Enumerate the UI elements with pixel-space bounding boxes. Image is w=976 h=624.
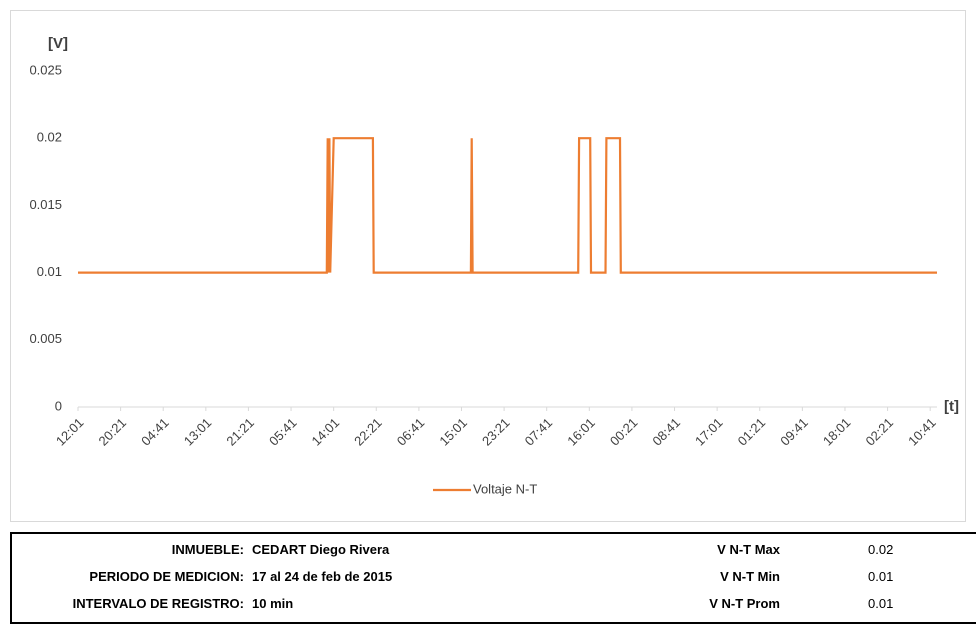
y-tick-label: 0: [55, 398, 62, 413]
table-cell: PERIODO DE MEDICION:: [89, 569, 244, 584]
table-cell: INMUEBLE:: [171, 542, 244, 557]
x-axis-label: [t]: [944, 398, 959, 415]
legend-label: Voltaje N-T: [473, 481, 537, 496]
y-tick-label: 0.005: [29, 331, 62, 346]
table-cell: 0.01: [868, 569, 894, 584]
y-tick-label: 0.01: [37, 264, 62, 279]
table-cell: CEDART Diego Rivera: [252, 542, 390, 557]
table-cell: 0.02: [868, 542, 894, 557]
series-line: [78, 137, 937, 274]
y-tick-label: 0.025: [29, 62, 62, 77]
table-cell: 17 al 24 de feb de 2015: [252, 569, 393, 584]
table-cell: INTERVALO DE REGISTRO:: [72, 596, 244, 611]
table-cell: V N-T Max: [717, 542, 780, 557]
chart-frame: [10, 10, 966, 522]
y-tick-label: 0.02: [37, 130, 62, 145]
table-cell: 10 min: [252, 596, 294, 611]
y-axis-label: [V]: [48, 35, 68, 52]
info-table: INMUEBLE: CEDART Diego Rivera V N-T Max 0.0…: [10, 532, 976, 624]
y-tick-label: 0.015: [29, 197, 62, 212]
table-cell: 0.01: [868, 596, 894, 611]
table-cell: V N-T Prom: [709, 596, 780, 611]
table-cell: V N-T Min: [720, 569, 780, 584]
